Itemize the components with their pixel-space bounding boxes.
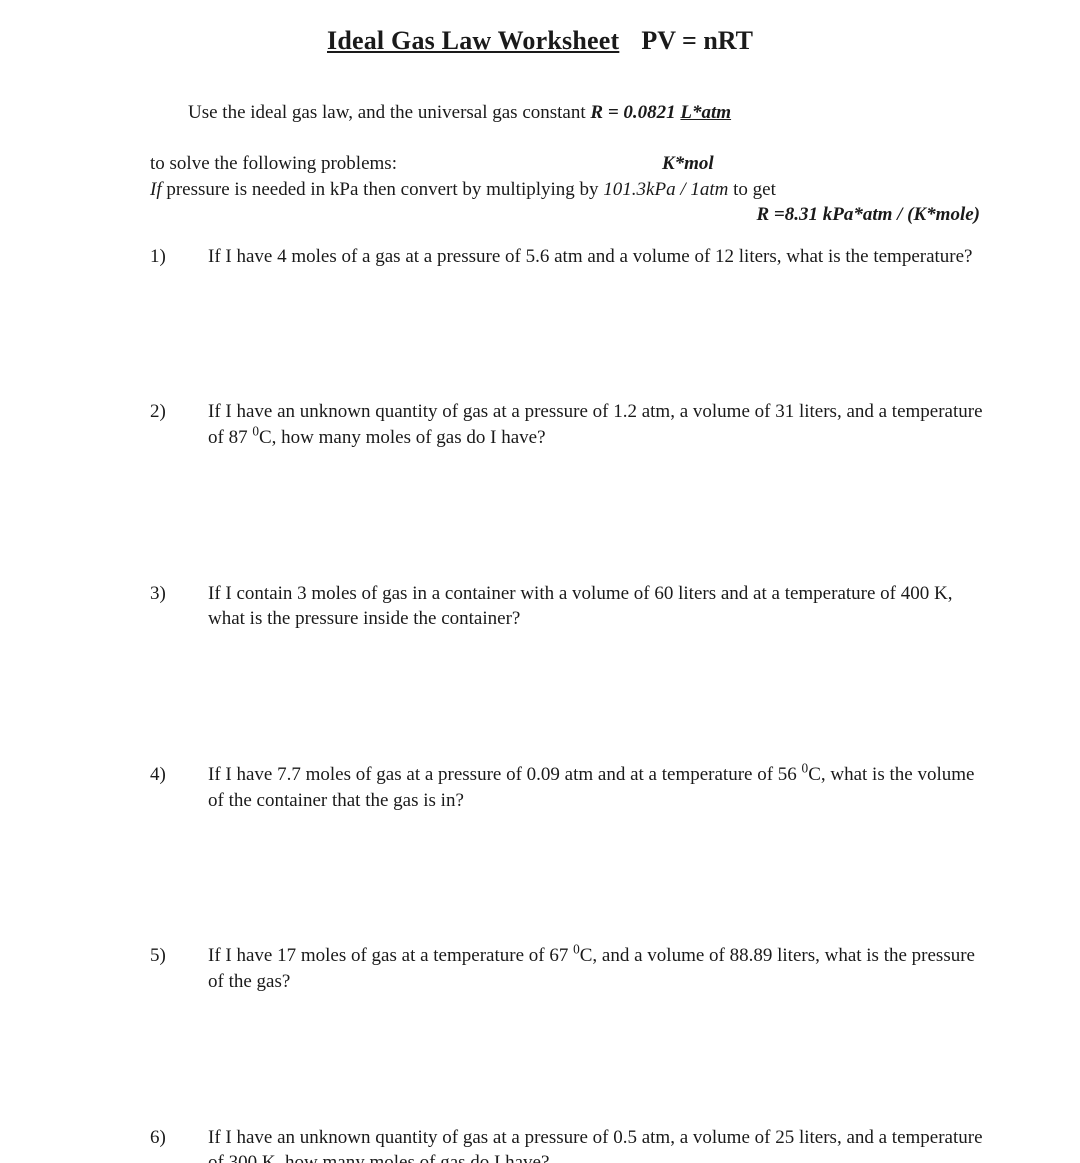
spacer <box>397 151 662 177</box>
question-text: If I have 7.7 moles of gas at a pressure… <box>208 762 990 813</box>
intro-R-equals: R = 0.0821 <box>590 102 680 123</box>
intro-line2-prefix: to solve the following problems: <box>150 151 397 177</box>
intro-line-4: R =8.31 kPa*atm / (K*mole) <box>150 202 1020 228</box>
intro-conversion-factor: 101.3kPa / 1atm <box>603 179 728 200</box>
question-number: 1) <box>150 244 208 270</box>
question-text: If I have 4 moles of a gas at a pressure… <box>208 244 990 270</box>
question-number: 3) <box>150 581 208 607</box>
intro-line-1: Use the ideal gas law, and the universal… <box>150 74 1020 151</box>
question-number: 2) <box>150 399 208 425</box>
question-number: 5) <box>150 943 208 969</box>
title-text: Ideal Gas Law Worksheet <box>327 26 619 55</box>
question-number: 6) <box>150 1125 208 1151</box>
question-row: 5)If I have 17 moles of gas at a tempera… <box>150 943 990 994</box>
question-number: 4) <box>150 762 208 788</box>
intro-block: Use the ideal gas law, and the universal… <box>150 74 1020 228</box>
question-text: If I contain 3 moles of gas in a contain… <box>208 581 990 632</box>
intro-line-3: If pressure is needed in kPa then conver… <box>150 177 1020 203</box>
intro-unit-numerator: L*atm <box>680 102 731 123</box>
worksheet-page: Ideal Gas Law Worksheet PV = nRT Use the… <box>0 0 1080 1163</box>
intro-if: If <box>150 179 162 200</box>
intro-line1-prefix: Use the ideal gas law, and the universal… <box>188 102 590 123</box>
question-row: 6)If I have an unknown quantity of gas a… <box>150 1125 990 1163</box>
question-text: If I have an unknown quantity of gas at … <box>208 1125 990 1163</box>
question-row: 2)If I have an unknown quantity of gas a… <box>150 399 990 450</box>
question-row: 4)If I have 7.7 moles of gas at a pressu… <box>150 762 990 813</box>
intro-line3-after: to get <box>728 179 776 200</box>
question-row: 3)If I contain 3 moles of gas in a conta… <box>150 581 990 632</box>
question-text: If I have an unknown quantity of gas at … <box>208 399 990 450</box>
page-title: Ideal Gas Law Worksheet PV = nRT <box>60 26 1020 56</box>
intro-line-2: to solve the following problems: K*mol <box>150 151 1020 177</box>
question-text: If I have 17 moles of gas at a temperatu… <box>208 943 990 994</box>
intro-line3-mid: pressure is needed in kPa then convert b… <box>162 179 604 200</box>
title-formula: PV = nRT <box>641 26 753 55</box>
intro-unit-denominator: K*mol <box>662 151 714 177</box>
question-row: 1)If I have 4 moles of a gas at a pressu… <box>150 244 990 270</box>
question-list: 1)If I have 4 moles of a gas at a pressu… <box>150 244 990 1163</box>
